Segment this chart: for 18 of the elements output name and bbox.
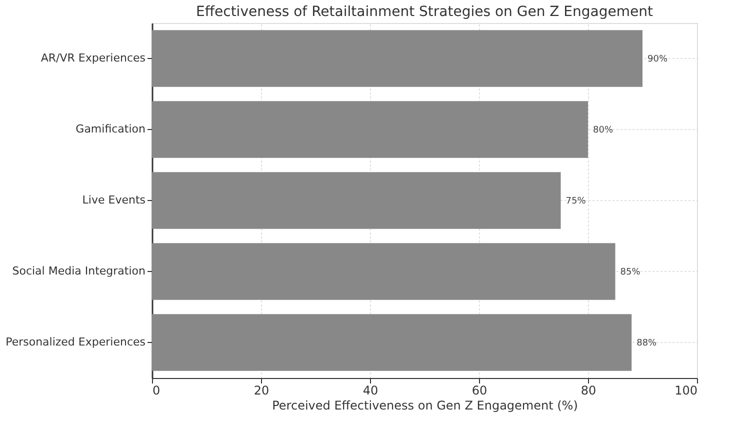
data-label: 80% [593,126,614,136]
x-tick-label: 80 [580,384,596,398]
x-tick-label: 40 [362,384,378,398]
y-tick-label: Personalized Experiences [6,336,146,348]
chart-title: Effectiveness of Retailtainment Strategies on Gen Z Engagement [196,4,654,20]
data-label: 75% [566,196,586,206]
y-tick-label: Social Media Integration [12,264,146,278]
y-tick-label: Live Events [82,194,146,206]
y-tick-label: AR/VR Experiences [40,52,146,64]
data-label: 85% [620,268,641,278]
x-tick-label: 60 [472,384,488,398]
x-axis-title: Perceived Effectiveness on Gen Z Engagement (%) [272,398,578,412]
data-label: 90% [648,54,668,64]
x-tick-label: 20 [254,384,270,398]
data-label: 88% [636,338,658,348]
x-tick-label: 100 [674,384,698,398]
x-tick-label: 0 [152,384,160,398]
y-tick-label: Gamification [76,122,146,136]
